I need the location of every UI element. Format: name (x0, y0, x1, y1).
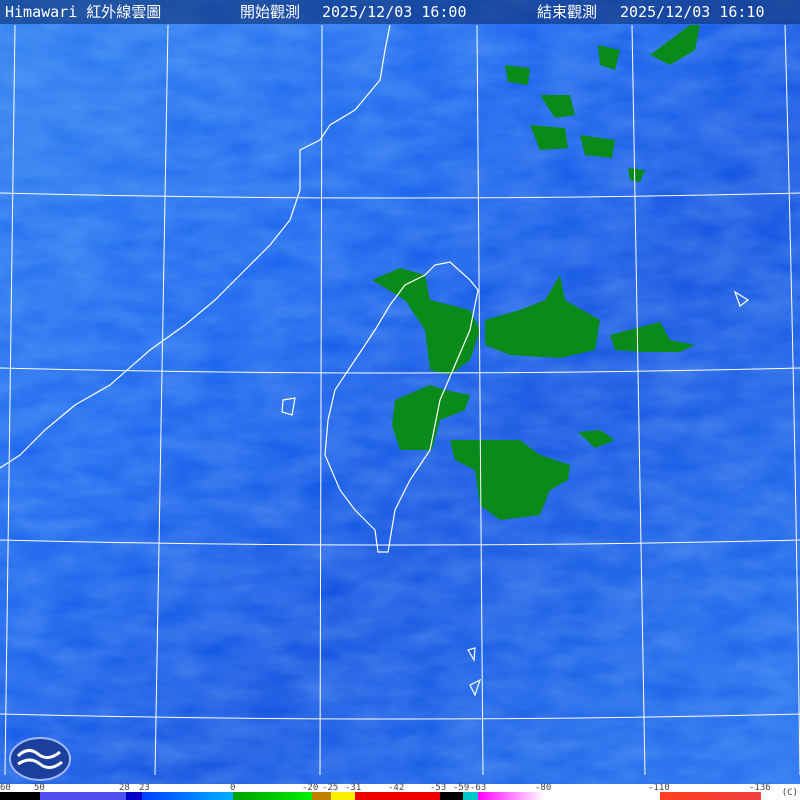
scale-tick: -110 (648, 783, 670, 793)
scale-segment (0, 792, 40, 800)
start-observation-label: 開始觀測 (240, 3, 301, 21)
scale-segment (126, 792, 142, 800)
cloud-patch (610, 322, 695, 352)
island (467, 647, 476, 662)
cloud-patch (540, 95, 575, 118)
cloud-patch (650, 25, 700, 65)
scale-segment (142, 792, 233, 800)
scale-segment (478, 792, 545, 800)
scale-segment (40, 792, 126, 800)
scale-segment (355, 792, 440, 800)
scale-tick: -25 (322, 783, 339, 793)
island (281, 397, 296, 416)
scale-tick: -59 (453, 783, 470, 793)
image-title: Himawari 紅外線雲圖 (5, 3, 162, 21)
scale-tick: -80 (535, 783, 552, 793)
scale-segment (440, 792, 463, 800)
scale-tick: -63 (470, 783, 487, 793)
scale-segment (233, 792, 312, 800)
cloud-patch (530, 125, 568, 150)
scale-tick: -136 (749, 783, 771, 793)
lat-lon-grid (0, 24, 800, 776)
scale-segment (463, 792, 478, 800)
scale-tick: -20 (302, 783, 319, 793)
island (733, 290, 750, 307)
scale-tick: -53 (430, 783, 447, 793)
scale-tick: -31 (345, 783, 362, 793)
cloud-patch (578, 430, 615, 448)
cloud-patch (580, 135, 615, 158)
header-bar: Himawari 紅外線雲圖 開始觀測 2025/12/03 16:00 結束觀… (0, 0, 800, 24)
scale-tick: -42 (388, 783, 405, 793)
unit-label: (C) (781, 788, 798, 798)
scale-tick: 50 (34, 783, 45, 793)
end-observation-label: 結束觀測 (537, 3, 598, 21)
china-coastline (0, 24, 391, 469)
scale-tick: 60 (0, 783, 11, 793)
scale-tick: 28 (119, 783, 130, 793)
cloud-patch (372, 268, 480, 375)
taiwan-coastline (324, 261, 479, 553)
scale-segment (331, 792, 355, 800)
coastlines (0, 24, 750, 697)
scale-segment (660, 792, 761, 800)
cloud-patch (628, 168, 645, 182)
cold-cloud-areas (372, 25, 700, 520)
cloud-patch (392, 385, 470, 450)
scale-tick: 23 (139, 783, 150, 793)
end-observation-time: 2025/12/03 16:10 (620, 3, 765, 21)
cloud-patch (485, 275, 600, 358)
start-observation-time: 2025/12/03 16:00 (322, 3, 467, 21)
temperature-color-scale: 60 50 28 23 0 -20 -25 -31 -42 -53 -59 -6… (0, 783, 800, 800)
island (469, 678, 482, 697)
scale-tick: 0 (230, 783, 236, 793)
cloud-patch (505, 65, 530, 85)
scale-segment (312, 792, 331, 800)
cloud-patch (598, 45, 620, 70)
weather-agency-logo-icon (9, 737, 71, 781)
